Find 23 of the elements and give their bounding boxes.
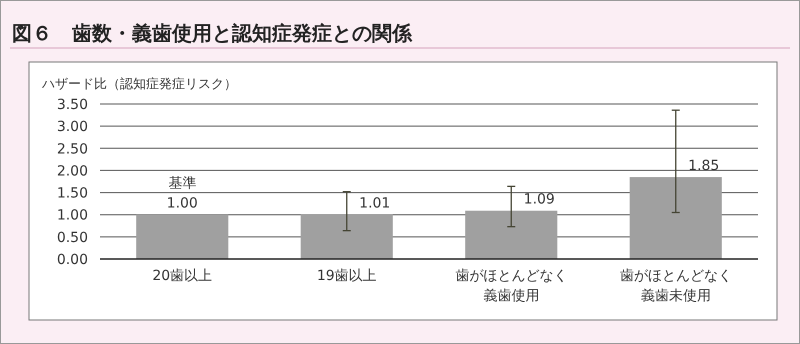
y-tick-label: 1.50	[56, 186, 88, 202]
data-label: 1.00	[166, 196, 198, 212]
x-tick-label: 歯がほとんどなく義歯未使用	[620, 268, 732, 304]
y-tick-label: 1.00	[56, 208, 88, 224]
chart-title: 図６ 歯数・義歯使用と認知症発症との関係	[12, 21, 413, 45]
bar	[630, 177, 722, 259]
x-tick-label: 19歯以上	[316, 268, 377, 284]
bar	[300, 214, 393, 259]
x-tick-label: 歯がほとんどなく義歯使用	[455, 268, 568, 304]
y-axis-title: ハザード比（認知症発症リスク）	[41, 77, 237, 92]
bar	[136, 214, 228, 259]
y-tick-label: 3.50	[56, 97, 88, 113]
bar	[465, 210, 558, 259]
data-label: 1.85	[688, 158, 720, 174]
data-label: 1.01	[359, 195, 390, 212]
y-tick-label: 0.00	[56, 252, 88, 268]
y-tick-label: 2.00	[56, 163, 88, 180]
y-tick-label: 3.00	[56, 119, 88, 136]
y-tick-label: 2.50	[56, 141, 88, 158]
y-tick-label: 0.50	[56, 230, 88, 246]
x-tick-label: 20歯以上	[152, 268, 212, 284]
data-label: 1.09	[524, 192, 555, 208]
annotation: 基準	[168, 176, 196, 192]
